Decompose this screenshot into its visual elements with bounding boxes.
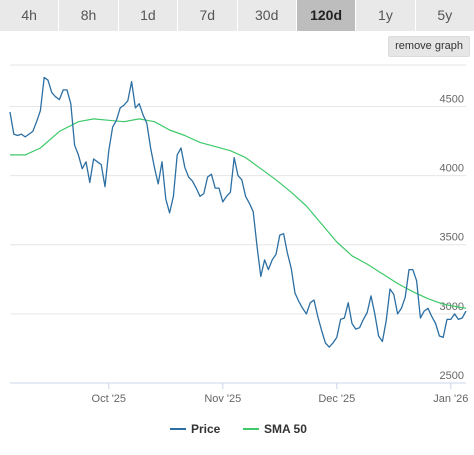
tab-30d[interactable]: 30d [237,0,297,31]
x-tick-label: Dec '25 [318,393,355,405]
y-tick-label: 3500 [440,232,464,244]
x-axis-labels: Oct '25 Nov '25 Dec '25 Jan '26 [10,382,468,405]
y-tick-label: 2500 [440,370,464,382]
legend-item-sma-50[interactable]: SMA 50 [243,422,307,436]
x-tick-label: Jan '26 [433,393,468,405]
series-lines [9,76,467,348]
tab-1d[interactable]: 1d [118,0,179,31]
legend-item-price[interactable]: Price [170,422,221,436]
tab-5y[interactable]: 5y [415,0,474,31]
y-tick-label: 4000 [440,163,464,175]
tab-120d[interactable]: 120d [296,0,357,31]
x-tick-label: Oct '25 [92,393,127,405]
time-range-tabs: 4h 8h 1d 7d 30d 120d 1y 5y [0,0,474,31]
sma-50-line [10,118,467,309]
y-axis-labels: 2500 3000 3500 4000 4500 [440,93,464,382]
remove-graph-button[interactable]: remove graph [388,36,470,57]
y-tick-label: 4500 [440,93,464,105]
x-tick-label: Nov '25 [204,393,241,405]
tab-8h[interactable]: 8h [59,0,119,31]
legend-label: Price [191,422,221,436]
legend-label: SMA 50 [264,422,307,436]
chart-legend[interactable]: Price SMA 50 [170,422,307,436]
tab-7d[interactable]: 7d [178,0,238,31]
grid-lines [10,64,466,384]
price-line [9,76,467,348]
tab-4h[interactable]: 4h [0,0,60,31]
tab-1y[interactable]: 1y [356,0,416,31]
y-tick-label: 3000 [440,301,464,313]
